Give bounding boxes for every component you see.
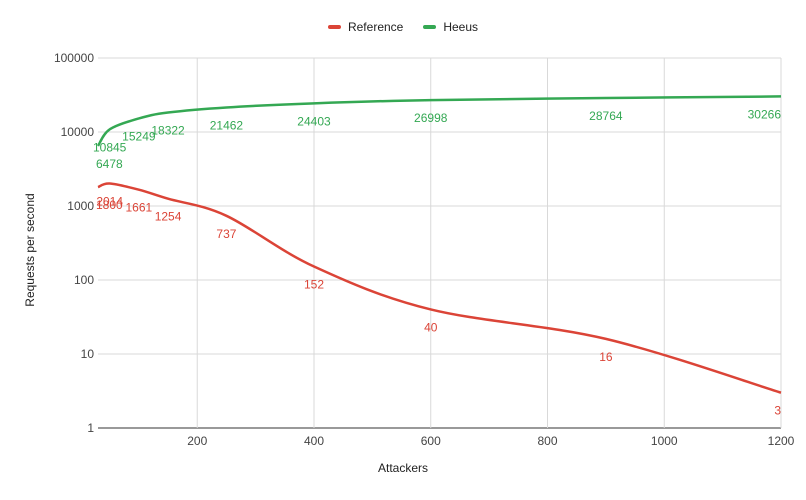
series-line-heeus bbox=[96, 95, 782, 147]
x-tick-label: 1000 bbox=[651, 434, 678, 448]
data-label-heeus: 30266 bbox=[748, 107, 782, 121]
x-tick-label: 400 bbox=[304, 434, 324, 448]
y-axis-title: Requests per second bbox=[23, 193, 37, 307]
data-label-heeus: 15249 bbox=[122, 129, 156, 143]
data-label-reference: 1800 bbox=[96, 198, 123, 212]
legend-item-reference[interactable]: Reference bbox=[327, 20, 404, 34]
data-label-reference: 3 bbox=[774, 404, 781, 418]
x-axis-title: Attackers bbox=[377, 461, 428, 475]
data-label-heeus: 24403 bbox=[297, 114, 331, 128]
data-label-reference: 40 bbox=[424, 320, 438, 334]
data-label-reference: 152 bbox=[304, 278, 324, 292]
x-tick-label: 600 bbox=[421, 434, 441, 448]
series-line-reference bbox=[97, 182, 782, 394]
y-tick-label: 1000 bbox=[67, 199, 94, 213]
legend-swatch-heeus bbox=[423, 25, 437, 29]
data-label-reference: 1254 bbox=[155, 210, 182, 224]
legend-label-reference: Reference bbox=[347, 20, 404, 34]
data-label-heeus: 26998 bbox=[414, 111, 448, 125]
data-label-heeus: 28764 bbox=[589, 109, 623, 123]
y-tick-label: 10000 bbox=[61, 125, 95, 139]
legend-swatch-reference bbox=[327, 25, 341, 29]
data-label-heeus: 18322 bbox=[151, 124, 185, 138]
x-tick-label: 200 bbox=[187, 434, 207, 448]
chart-legend: Reference Heeus bbox=[0, 20, 806, 34]
data-label-heeus: 10845 bbox=[93, 140, 127, 154]
y-tick-label: 1 bbox=[87, 421, 94, 435]
data-label-reference: 737 bbox=[216, 227, 236, 241]
y-tick-label: 100000 bbox=[54, 51, 94, 65]
data-label-reference: 1661 bbox=[126, 201, 153, 215]
data-label-reference: 2014 bbox=[96, 194, 123, 208]
y-tick-label: 100 bbox=[74, 273, 94, 287]
data-label-heeus: 6478 bbox=[96, 157, 123, 171]
legend-item-heeus[interactable]: Heeus bbox=[423, 20, 478, 34]
legend-label-heeus: Heeus bbox=[443, 20, 479, 34]
x-tick-label: 1200 bbox=[768, 434, 795, 448]
x-tick-label: 800 bbox=[537, 434, 557, 448]
y-tick-label: 10 bbox=[81, 347, 95, 361]
data-label-reference: 16 bbox=[599, 350, 613, 364]
data-label-heeus: 21462 bbox=[210, 118, 244, 132]
